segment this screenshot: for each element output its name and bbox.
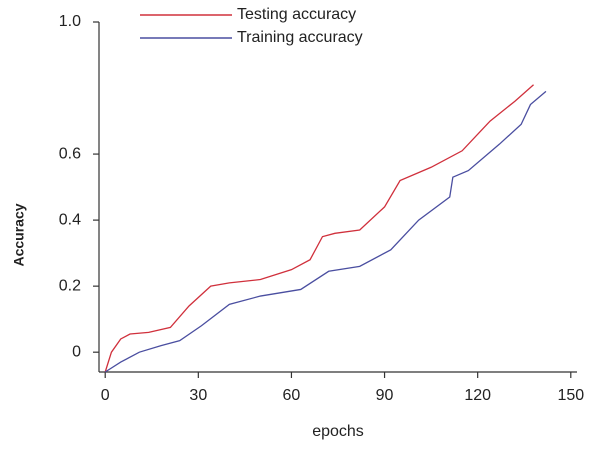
x-axis-label: epochs (312, 423, 364, 440)
y-tick-label: 0 (72, 343, 81, 360)
x-tick-label: 90 (376, 387, 394, 404)
y-tick-label: 1.0 (59, 13, 81, 30)
y-tick-label: 0.2 (59, 277, 81, 294)
x-tick-label: 30 (189, 387, 207, 404)
x-tick-label: 120 (464, 387, 491, 404)
legend-label: Testing accuracy (237, 6, 356, 23)
line-series (104, 90, 547, 373)
line-series (104, 84, 534, 373)
y-axis-label: Accuracy (11, 203, 27, 266)
y-tick-label: 0.4 (59, 211, 81, 228)
x-tick-label: 150 (557, 387, 584, 404)
legend-label: Training accuracy (237, 29, 363, 46)
x-tick-label: 60 (283, 387, 301, 404)
y-tick-label: 0.6 (59, 145, 81, 162)
x-tick-label: 0 (101, 387, 110, 404)
